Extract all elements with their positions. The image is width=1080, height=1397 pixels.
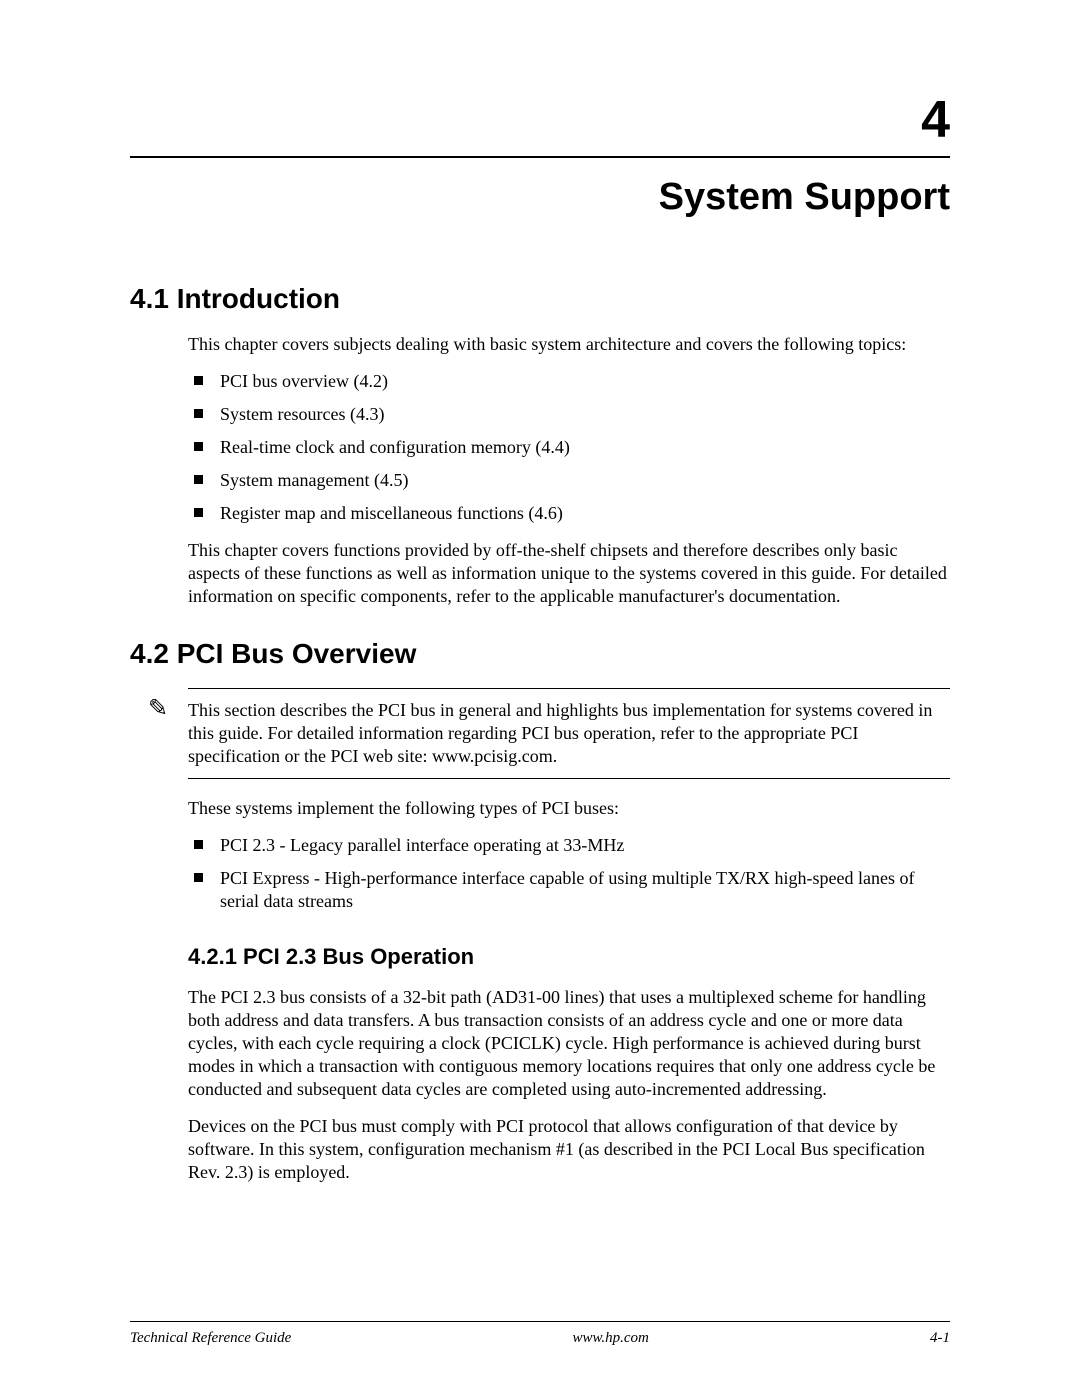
list-item: Real-time clock and configuration memory… xyxy=(188,436,950,459)
pci-types-list: PCI 2.3 - Legacy parallel interface oper… xyxy=(188,834,950,913)
heading-4-2: 4.2 PCI Bus Overview xyxy=(130,638,950,670)
chapter-title: System Support xyxy=(130,176,950,219)
intro-topic-list: PCI bus overview (4.2) System resources … xyxy=(188,370,950,525)
heading-4-2-1: 4.2.1 PCI 2.3 Bus Operation xyxy=(188,944,950,970)
intro-paragraph-1: This chapter covers subjects dealing wit… xyxy=(188,333,950,356)
footer-right: 4-1 xyxy=(930,1330,950,1347)
heading-4-1: 4.1 Introduction xyxy=(130,283,950,315)
note-block: ✎ This section describes the PCI bus in … xyxy=(188,688,950,779)
pci-types-intro: These systems implement the following ty… xyxy=(188,797,950,820)
footer-left: Technical Reference Guide xyxy=(130,1330,291,1347)
list-item: PCI 2.3 - Legacy parallel interface oper… xyxy=(188,834,950,857)
pci23-paragraph-2: Devices on the PCI bus must comply with … xyxy=(188,1115,950,1184)
list-item: System resources (4.3) xyxy=(188,403,950,426)
page-footer: Technical Reference Guide www.hp.com 4-1 xyxy=(130,1321,950,1347)
intro-paragraph-2: This chapter covers functions provided b… xyxy=(188,539,950,608)
pencil-note-icon: ✎ xyxy=(148,697,168,721)
list-item: PCI bus overview (4.2) xyxy=(188,370,950,393)
list-item: Register map and miscellaneous functions… xyxy=(188,502,950,525)
note-text: This section describes the PCI bus in ge… xyxy=(188,699,950,768)
list-item: System management (4.5) xyxy=(188,469,950,492)
footer-center: www.hp.com xyxy=(572,1330,648,1347)
chapter-number: 4 xyxy=(130,90,950,158)
pci23-paragraph-1: The PCI 2.3 bus consists of a 32-bit pat… xyxy=(188,986,950,1101)
list-item: PCI Express - High-performance interface… xyxy=(188,867,950,913)
